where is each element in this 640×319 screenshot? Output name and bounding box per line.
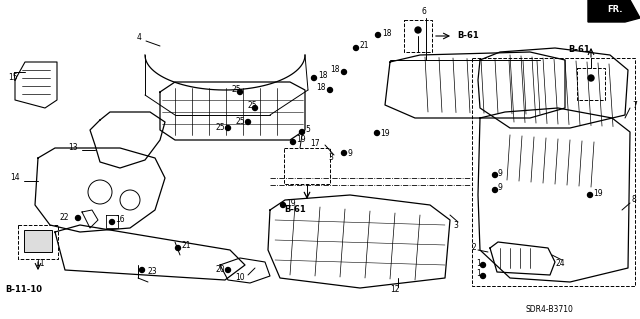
Circle shape — [588, 75, 594, 81]
Circle shape — [225, 268, 230, 272]
Text: 22: 22 — [60, 213, 70, 222]
Text: 19: 19 — [296, 136, 306, 145]
Text: 13: 13 — [68, 143, 77, 152]
Text: 15: 15 — [8, 73, 18, 83]
Circle shape — [175, 246, 180, 250]
Text: 17: 17 — [310, 139, 319, 149]
Text: 25: 25 — [216, 123, 226, 132]
Circle shape — [120, 190, 140, 210]
Text: 25: 25 — [236, 117, 246, 127]
Text: 4: 4 — [137, 33, 142, 42]
Circle shape — [481, 273, 486, 278]
Text: 16: 16 — [115, 216, 125, 225]
Circle shape — [376, 33, 381, 38]
Text: 3: 3 — [453, 220, 458, 229]
Text: 24: 24 — [556, 258, 566, 268]
Text: 12: 12 — [390, 286, 399, 294]
Circle shape — [328, 87, 333, 93]
Circle shape — [109, 219, 115, 225]
Circle shape — [312, 76, 317, 80]
Text: 1: 1 — [476, 258, 481, 268]
Text: 3: 3 — [328, 153, 333, 162]
Bar — [284, 148, 330, 184]
Circle shape — [225, 125, 230, 130]
Circle shape — [140, 268, 145, 272]
Text: 7: 7 — [632, 100, 637, 109]
Text: FR.: FR. — [607, 5, 623, 14]
Text: 6: 6 — [422, 8, 427, 17]
Text: 1: 1 — [476, 270, 481, 278]
Circle shape — [493, 173, 497, 177]
Text: 18: 18 — [318, 71, 328, 80]
Circle shape — [76, 216, 81, 220]
Circle shape — [280, 203, 285, 207]
Bar — [24, 230, 52, 252]
Text: 21: 21 — [360, 41, 369, 50]
Text: B-11-10: B-11-10 — [5, 286, 42, 294]
Text: B-61: B-61 — [284, 205, 306, 214]
Circle shape — [88, 180, 112, 204]
Circle shape — [300, 130, 305, 135]
Text: B-61: B-61 — [457, 32, 479, 41]
Circle shape — [588, 192, 593, 197]
Text: 9: 9 — [498, 183, 503, 192]
Text: 10: 10 — [235, 273, 244, 283]
Text: 8: 8 — [632, 196, 637, 204]
Text: 9: 9 — [498, 168, 503, 177]
Circle shape — [415, 27, 421, 33]
Text: 19: 19 — [593, 189, 603, 197]
Text: 19: 19 — [286, 198, 296, 207]
Text: 5: 5 — [305, 125, 310, 135]
Circle shape — [253, 106, 257, 110]
Circle shape — [291, 139, 296, 145]
Text: 18: 18 — [330, 65, 339, 75]
Text: 20: 20 — [215, 265, 225, 275]
Text: 19: 19 — [380, 129, 390, 137]
Bar — [404, 20, 432, 52]
Bar — [472, 58, 635, 286]
Text: SDR4-B3710: SDR4-B3710 — [525, 306, 573, 315]
Bar — [18, 225, 58, 259]
Text: 14: 14 — [10, 174, 20, 182]
Text: 18: 18 — [382, 28, 392, 38]
Circle shape — [481, 263, 486, 268]
Circle shape — [237, 90, 243, 94]
Polygon shape — [588, 0, 640, 22]
Circle shape — [374, 130, 380, 136]
Text: 18: 18 — [316, 84, 326, 93]
Circle shape — [342, 70, 346, 75]
Bar — [577, 68, 605, 100]
Text: 2: 2 — [472, 243, 477, 253]
Text: 25: 25 — [247, 101, 257, 110]
Text: 25: 25 — [232, 85, 242, 94]
Circle shape — [493, 188, 497, 192]
Circle shape — [342, 151, 346, 155]
Circle shape — [353, 46, 358, 50]
Circle shape — [246, 120, 250, 124]
Text: 21: 21 — [181, 241, 191, 250]
Text: B-61: B-61 — [568, 46, 589, 55]
Text: 11: 11 — [35, 258, 45, 268]
Text: 23: 23 — [148, 268, 157, 277]
Text: 9: 9 — [347, 149, 352, 158]
